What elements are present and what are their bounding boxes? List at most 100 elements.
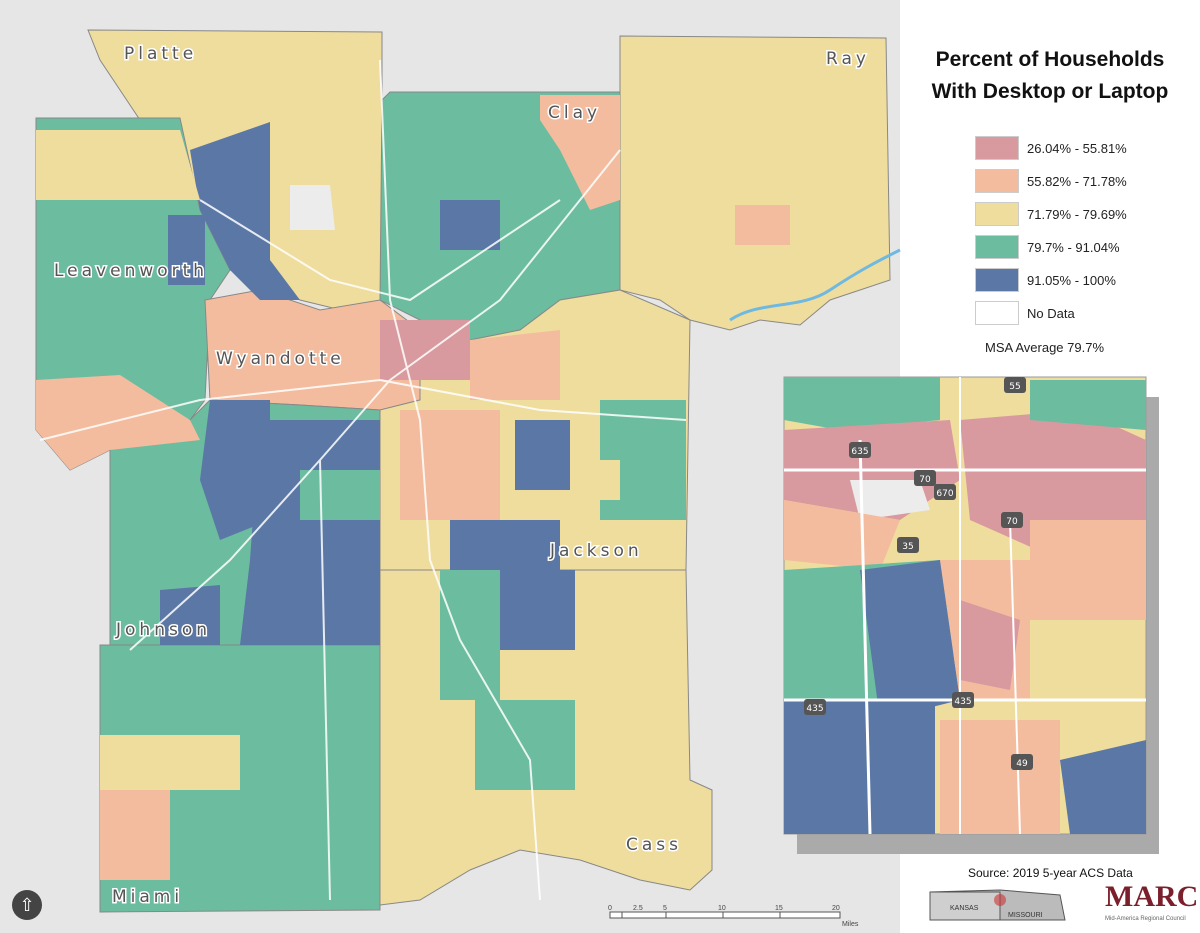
tract-patch [240, 420, 380, 645]
highway-shield: 49 [1011, 754, 1033, 770]
inset-patch [960, 600, 1020, 690]
county-label-leavenworth: Leavenworth [54, 261, 208, 281]
north-arrow-icon: ⇧ [12, 890, 42, 920]
county-label-ray: Ray [826, 49, 870, 69]
highway-shield-label: 70 [919, 475, 931, 485]
road [379, 59, 541, 901]
inset-patch [850, 480, 930, 520]
legend-item: No Data [975, 301, 1127, 325]
highway-shield-label: 35 [902, 542, 913, 552]
tract-patch [380, 320, 470, 380]
legend-item: 55.82% - 71.78% [975, 169, 1127, 193]
county-labels: Platte Ray Clay Leavenworth Wyandotte Ja… [53, 43, 870, 909]
legend-swatch [975, 301, 1019, 325]
highway-shield: 55 [1004, 377, 1026, 393]
county-label-wyandotte: Wyandotte [216, 349, 345, 369]
highway-shield: 670 [934, 484, 956, 500]
legend-swatch [975, 268, 1019, 292]
tract-patch [168, 215, 205, 285]
marc-logo: MARC [1105, 880, 1199, 913]
highway-shield-label: 435 [806, 704, 823, 714]
tract-patch [475, 700, 575, 790]
road [389, 149, 621, 381]
inset-map[interactable] [783, 376, 1159, 854]
scale-bar: 0 2.5 5 10 15 20 Miles [608, 905, 859, 928]
msa-average: MSA Average 79.7% [985, 340, 1105, 355]
highway-shield-label: 635 [851, 447, 868, 457]
legend-label: 71.79% - 79.69% [1027, 206, 1127, 222]
highway-shield: 435 [804, 699, 826, 715]
highway-shield: 70 [1001, 512, 1023, 528]
tract-patch [570, 460, 620, 500]
legend-label: 55.82% - 71.78% [1027, 173, 1127, 189]
tract-patch [36, 130, 200, 200]
inset-patch [784, 700, 935, 834]
legend-swatch [975, 235, 1019, 259]
legend-label: 79.7% - 91.04% [1027, 239, 1120, 255]
tract-patch [160, 585, 220, 645]
road [319, 459, 331, 901]
legend-item: 26.04% - 55.81% [975, 136, 1127, 160]
legend-item: 71.79% - 79.69% [975, 202, 1127, 226]
inset-patch [784, 377, 940, 430]
inset-road [858, 439, 872, 835]
road [39, 378, 687, 441]
scale-unit-label: Miles [842, 921, 859, 928]
inset-road [1009, 519, 1021, 835]
inset-patch [1060, 740, 1146, 834]
map-title: Percent of Households With Desktop or La… [905, 44, 1195, 108]
highway-shield-label: 49 [1016, 759, 1028, 769]
scale-tick-label: 10 [718, 905, 726, 912]
legend-label: No Data [1027, 305, 1075, 321]
county-ray[interactable] [619, 35, 891, 331]
legend: 26.04% - 55.81% 55.82% - 71.78% 71.79% -… [975, 136, 1127, 334]
highway-shield: 70 [914, 470, 936, 486]
tract-patch [470, 330, 560, 400]
tract-patch [400, 410, 500, 520]
tract-patch [36, 375, 200, 470]
highway-shield: 435 [952, 692, 974, 708]
highway-shield: 35 [897, 537, 919, 553]
inset-patch [784, 500, 900, 570]
inset-patch [940, 720, 1060, 834]
highway-shield-label: 670 [936, 489, 953, 499]
locator-map: KANSAS MISSOURI [929, 889, 1066, 921]
road-network [39, 59, 687, 901]
tract-patch [100, 735, 240, 790]
county-label-cass: Cass [626, 835, 682, 855]
county-label-miami: Miami [112, 887, 183, 907]
tract-patch [440, 200, 500, 250]
tract-patch [600, 400, 686, 520]
map-title-line2: With Desktop or Laptop [931, 80, 1169, 103]
legend-swatch [975, 136, 1019, 160]
legend-item: 91.05% - 100% [975, 268, 1127, 292]
legend-swatch [975, 202, 1019, 226]
marc-logo-subtitle: Mid-America Regional Council [1105, 916, 1186, 922]
locator-missouri-label: MISSOURI [1008, 912, 1043, 919]
map-title-line1: Percent of Households [935, 48, 1165, 71]
tract-patch [540, 95, 620, 210]
inset-patch [1030, 380, 1146, 430]
river [729, 248, 901, 322]
highway-shield-label: 70 [1006, 517, 1018, 527]
county-label-johnson: Johnson [115, 620, 211, 640]
tract-patch [200, 400, 270, 540]
inset-patch [1030, 520, 1146, 620]
scale-tick-label: 0 [608, 905, 612, 912]
highway-shield-label: 55 [1009, 382, 1020, 392]
source-note: Source: 2019 5-year ACS Data [968, 866, 1133, 880]
road [199, 199, 561, 302]
highway-shield-label: 435 [954, 697, 971, 707]
locator-kansas-label: KANSAS [950, 905, 979, 912]
legend-label: 91.05% - 100% [1027, 272, 1116, 288]
legend-label: 26.04% - 55.81% [1027, 140, 1127, 156]
scale-tick-label: 5 [663, 905, 667, 912]
county-label-platte: Platte [124, 44, 197, 64]
inset-patch [860, 560, 960, 720]
tract-patch [515, 420, 570, 490]
county-label-jackson: Jackson [549, 541, 643, 561]
inset-highway-shields: 635 70 670 70 35 55 435 435 [804, 377, 1033, 770]
scale-tick-label: 20 [832, 905, 840, 912]
legend-swatch [975, 169, 1019, 193]
highway-shield: 635 [849, 442, 871, 458]
